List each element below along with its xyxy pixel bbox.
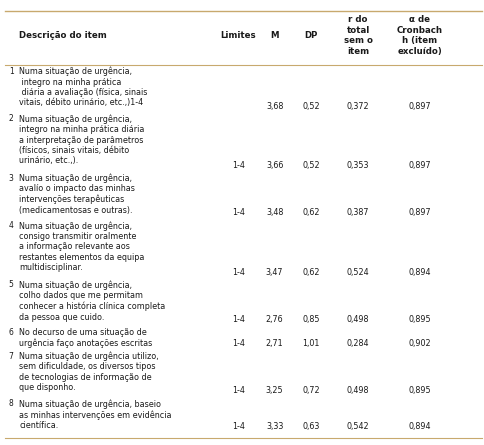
Text: 7: 7: [9, 352, 14, 360]
Text: 0,498: 0,498: [347, 386, 369, 395]
Text: 1-4: 1-4: [232, 315, 245, 324]
Text: 1-4: 1-4: [232, 208, 245, 217]
Text: 3: 3: [9, 174, 14, 182]
Text: 3,25: 3,25: [266, 386, 284, 395]
Text: Numa situação de urgência utilizo,
sem dificuldade, os diversos tipos
de tecnolo: Numa situação de urgência utilizo, sem d…: [19, 352, 159, 392]
Text: 0,72: 0,72: [302, 386, 320, 395]
Text: 1-4: 1-4: [232, 386, 245, 395]
Text: 0,895: 0,895: [408, 315, 431, 324]
Text: 0,897: 0,897: [408, 208, 431, 217]
Text: 0,353: 0,353: [347, 161, 369, 170]
Text: 3,48: 3,48: [266, 208, 283, 217]
Text: No decurso de uma situação de
urgência faço anotações escritas: No decurso de uma situação de urgência f…: [19, 328, 152, 348]
Text: 3,33: 3,33: [266, 422, 283, 431]
Text: DP: DP: [304, 31, 318, 40]
Text: 2: 2: [9, 114, 14, 123]
Text: Numa situação de urgência,
colho dados que me permitam
conhecer a história clíni: Numa situação de urgência, colho dados q…: [19, 280, 166, 322]
Text: 0,284: 0,284: [347, 339, 369, 348]
Text: Descrição do item: Descrição do item: [19, 31, 107, 40]
Text: 0,85: 0,85: [302, 315, 320, 324]
Text: 0,52: 0,52: [302, 161, 320, 170]
Text: 3,47: 3,47: [266, 268, 284, 277]
Text: 0,62: 0,62: [302, 208, 320, 217]
Text: Numa situação de urgência,
consigo transmitir oralmente
a informação relevante a: Numa situação de urgência, consigo trans…: [19, 221, 145, 272]
Text: 4: 4: [9, 221, 14, 230]
Text: 0,372: 0,372: [347, 101, 369, 110]
Text: 0,895: 0,895: [408, 386, 431, 395]
Text: Numa situação de urgência,
integro na minha prática diária
a interpretação de pa: Numa situação de urgência, integro na mi…: [19, 114, 145, 165]
Text: 0,387: 0,387: [347, 208, 369, 217]
Text: 0,902: 0,902: [408, 339, 431, 348]
Text: Numa situação de urgência,
avalío o impacto das minhas
intervenções terapêuticas: Numa situação de urgência, avalío o impa…: [19, 174, 135, 215]
Text: 8: 8: [9, 399, 14, 408]
Text: 0,894: 0,894: [408, 268, 431, 277]
Text: 3,68: 3,68: [266, 101, 283, 110]
Text: 0,897: 0,897: [408, 161, 431, 170]
Text: Limites: Limites: [221, 31, 256, 40]
Text: 1-4: 1-4: [232, 422, 245, 431]
Text: 0,63: 0,63: [302, 422, 319, 431]
Text: α de
Cronbach
h (item
excluído): α de Cronbach h (item excluído): [397, 16, 443, 56]
Text: 3,66: 3,66: [266, 161, 283, 170]
Text: 0,524: 0,524: [347, 268, 369, 277]
Text: M: M: [271, 31, 279, 40]
Text: 1-4: 1-4: [232, 339, 245, 348]
Text: 0,897: 0,897: [408, 101, 431, 110]
Text: 1: 1: [9, 67, 14, 76]
Text: 0,894: 0,894: [408, 422, 431, 431]
Text: 0,62: 0,62: [302, 268, 320, 277]
Text: Numa situação de urgência,
 integro na minha prática
 diária a avaliação (física: Numa situação de urgência, integro na mi…: [19, 67, 148, 107]
Text: r do
total
sem o
item: r do total sem o item: [344, 16, 373, 56]
Text: 5: 5: [9, 280, 14, 289]
Text: 0,498: 0,498: [347, 315, 369, 324]
Text: 2,71: 2,71: [266, 339, 284, 348]
Text: 1-4: 1-4: [232, 268, 245, 277]
Text: 6: 6: [9, 328, 14, 337]
Text: 0,542: 0,542: [347, 422, 369, 431]
Text: 2,76: 2,76: [266, 315, 284, 324]
Text: 0,52: 0,52: [302, 101, 320, 110]
Text: 1,01: 1,01: [302, 339, 319, 348]
Text: Numa situação de urgência, baseio
as minhas intervenções em evidência
científica: Numa situação de urgência, baseio as min…: [19, 399, 172, 430]
Text: 1-4: 1-4: [232, 161, 245, 170]
